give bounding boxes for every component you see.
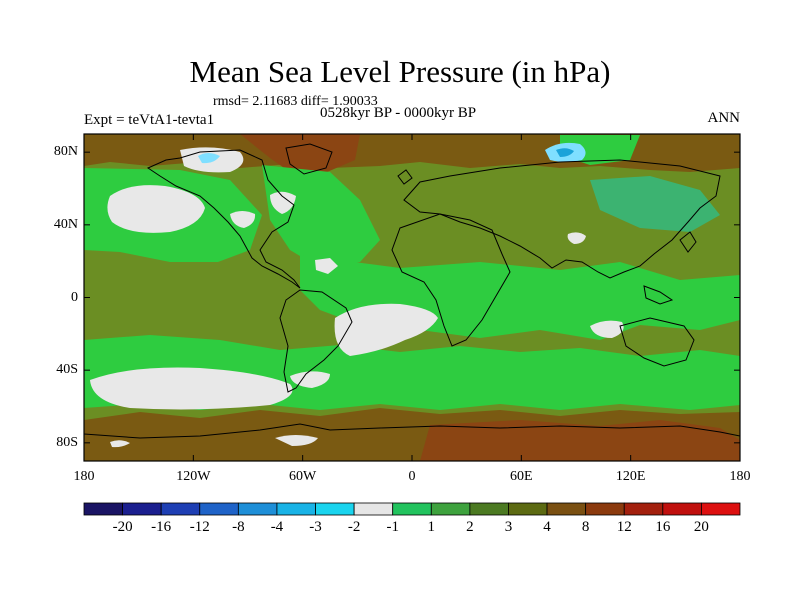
stats-text: rmsd= 2.11683 diff= 1.90033 — [213, 94, 378, 109]
lat-tick-label: 80S — [56, 434, 78, 450]
field-ross-patch — [110, 440, 130, 448]
colorbar-label: -20 — [112, 519, 133, 535]
colorbar-box — [392, 502, 432, 516]
colorbar-boxes — [83, 502, 741, 516]
colorbar-label: 3 — [504, 519, 513, 535]
colorbar-label: -3 — [309, 519, 322, 535]
field-greenland-high — [240, 134, 360, 175]
field-indian-patch — [590, 320, 624, 338]
colorbar-box — [585, 502, 625, 516]
coast-british-isles — [397, 169, 413, 185]
colorbar-label: -12 — [189, 519, 210, 535]
field-drake-patch — [290, 371, 330, 388]
field-small-patch — [230, 211, 256, 228]
colorbar-label: -4 — [270, 519, 284, 535]
colorbar-box — [276, 502, 316, 516]
season-label: ANN — [707, 110, 741, 126]
field-atlantic-patch — [270, 191, 296, 214]
lat-tick-label: 80N — [53, 144, 78, 160]
coast-indonesia — [643, 285, 674, 305]
plot-title: Mean Sea Level Pressure (in hPa) — [189, 54, 611, 89]
colorbar-label: -16 — [151, 519, 172, 535]
colorbar-box — [83, 502, 123, 516]
coast-greenland — [285, 143, 333, 175]
colorbar-box — [662, 502, 702, 516]
coast-australia — [619, 317, 695, 367]
lon-tick-label: 180 — [73, 469, 95, 484]
colorbar-box — [199, 502, 239, 516]
colorbar-box — [623, 502, 664, 516]
colorbar-box — [430, 502, 471, 516]
colorbar-label: 4 — [543, 519, 551, 535]
colorbar-box — [353, 502, 394, 516]
axis-ticks — [83, 134, 741, 461]
colorbar-label: 8 — [581, 519, 590, 535]
colorbar-box — [546, 502, 587, 516]
coast-south-america — [279, 289, 353, 393]
field-caribbean-patch — [315, 258, 338, 274]
field-antarctic-high — [420, 420, 740, 461]
colorbar-label: -8 — [232, 519, 245, 535]
coast-africa — [391, 213, 511, 347]
lon-tick-label: 120W — [176, 469, 211, 484]
lon-tick-label: 0 — [408, 469, 416, 484]
lon-tick-label: 180 — [729, 469, 751, 484]
coast-japan — [679, 231, 697, 253]
colorbar-label: 1 — [427, 519, 436, 535]
lat-tick-label: 0 — [71, 289, 78, 305]
coast-antarctica — [84, 423, 740, 439]
colorbar-box — [122, 502, 162, 516]
colorbar-label: 20 — [693, 519, 709, 535]
lat-tick-label: 40N — [53, 216, 78, 232]
colorbar-box — [469, 502, 509, 516]
lon-tick-label: 60W — [289, 469, 317, 484]
coast-north-america — [146, 149, 301, 289]
colorbar-label: 16 — [655, 519, 671, 535]
colorbar-box — [315, 502, 355, 516]
coastline-layer — [84, 143, 740, 439]
colorbar-label: 12 — [616, 519, 632, 535]
lon-tick-label: 60E — [510, 469, 533, 484]
field-layer — [84, 134, 740, 461]
field-north-atlantic — [262, 165, 380, 268]
colorbar-box — [237, 502, 278, 516]
experiment-label: Expt = teVtA1-tevta1 — [84, 112, 215, 128]
colorbar-box — [508, 502, 548, 516]
coast-eurasia — [403, 159, 721, 279]
field-siberia — [590, 176, 720, 232]
lat-tick-label: 40S — [56, 362, 78, 378]
field-novaya-negative-core — [556, 148, 574, 157]
field-tibet-patch — [567, 232, 586, 244]
colorbar-label: -2 — [347, 519, 361, 535]
colorbar-label: 2 — [466, 519, 474, 535]
lon-tick-label: 120E — [615, 469, 646, 484]
field-pacific-patch — [107, 185, 205, 233]
field-south-pacific-patch — [90, 367, 293, 410]
period-text: 0528kyr BP - 0000kyr BP — [320, 105, 477, 121]
field-south-atlantic-patch — [334, 303, 438, 356]
field-weddell-patch — [275, 435, 318, 446]
colorbar-label: -1 — [386, 519, 399, 535]
colorbar-box — [160, 502, 201, 516]
colorbar-box — [701, 502, 741, 516]
field-arctic-negative — [198, 153, 220, 164]
